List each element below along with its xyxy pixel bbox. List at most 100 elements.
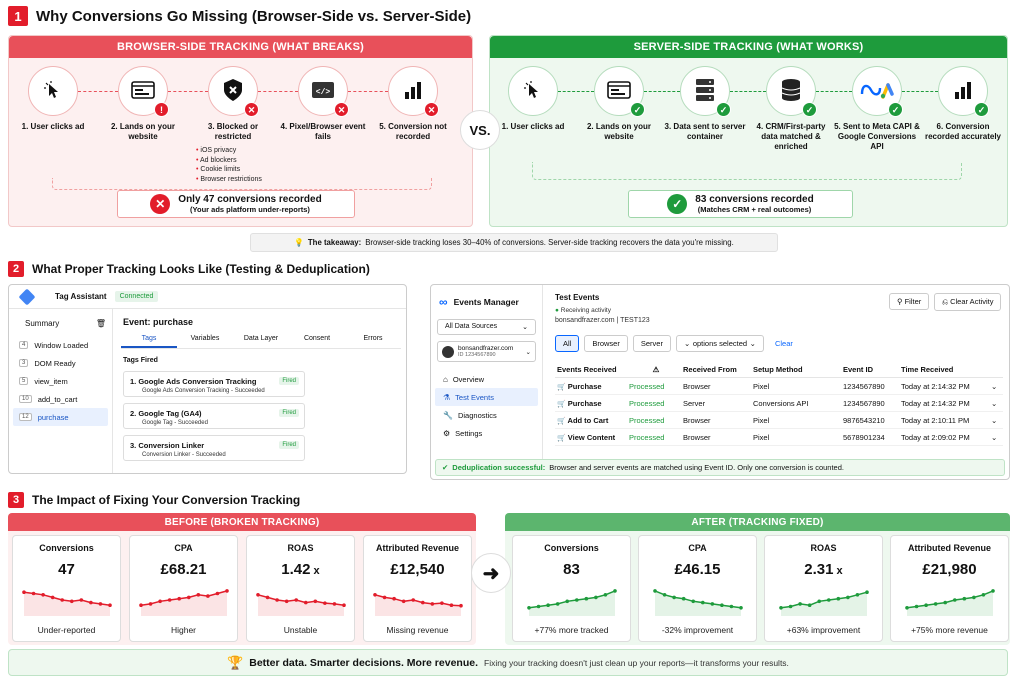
kpi-title: CPA	[688, 543, 707, 553]
kpi-footnote: Missing revenue	[386, 625, 449, 635]
clear-activity-button[interactable]: ⎌ Clear Activity	[934, 293, 1002, 311]
kpi-sparkline	[13, 584, 120, 621]
options-select[interactable]: ⌄ options selected ⌄	[675, 335, 764, 352]
kpi-title: ROAS	[810, 543, 837, 553]
flask-icon: ⚗	[443, 392, 451, 402]
kpi-value: £46.15	[674, 561, 721, 578]
tag-assistant-window: Tag Assistant Connected Summary 🗑 4 Window…	[8, 284, 407, 474]
tab-variables[interactable]: Variables	[190, 335, 220, 342]
step: 1. User clicks ad	[490, 66, 576, 132]
table-row[interactable]: 🛒 Purchase Processed Server Conversions API…	[555, 395, 1003, 412]
events-manager-header: ∞ Events Manager	[431, 285, 542, 309]
tab-consent[interactable]: Consent	[303, 335, 331, 342]
tag-card[interactable]: 3. Conversion Linker Conversion Linker - …	[123, 435, 305, 461]
table-row[interactable]: 🛒 Purchase Processed Browser Pixel 123456789…	[555, 378, 1003, 395]
step-icon-circle	[28, 66, 78, 116]
section-1-header: 1 Why Conversions Go Missing (Browser-Si…	[8, 6, 471, 26]
check-badge-icon: ✓	[888, 102, 903, 117]
data-sources-select[interactable]: All Data Sources ⌄	[437, 319, 536, 335]
section-number: 3	[8, 492, 24, 508]
table-row[interactable]: 🛒 Add to Cart Processed Browser Pixel 987654…	[555, 412, 1003, 429]
tab-data-layer[interactable]: Data Layer	[243, 335, 279, 342]
event-list-item[interactable]: 10 add_to_cart	[13, 390, 108, 408]
event-list-item[interactable]: 12 purchase	[13, 408, 108, 426]
trash-icon[interactable]: 🗑	[95, 319, 106, 328]
step-label: 2. Lands on your website	[110, 122, 175, 141]
tag-assistant-title: Tag Assistant	[55, 292, 107, 301]
kpi-title: Conversions	[544, 543, 599, 553]
step: ✓ 5. Sent to Meta CAPI & Google Conversio…	[834, 66, 920, 152]
avatar	[442, 345, 454, 358]
kpi-card: CPA £68.21 Higher	[129, 535, 238, 642]
setup-method: Pixel	[753, 432, 770, 442]
tag-status-text: Google Tag - Succeeded	[142, 420, 208, 426]
browser-result-main: Only 47 conversions recorded	[178, 194, 322, 205]
receiving-status: ● Receiving activity	[555, 307, 611, 314]
event-status: Processed	[629, 415, 665, 425]
kpi-sparkline	[891, 584, 1008, 621]
time-received: Today at 2:14:32 PM	[901, 381, 970, 391]
gear-icon: ⚙	[443, 428, 451, 438]
kpi-footnote: Under-reported	[37, 625, 96, 635]
step: ✓ 4. CRM/First-party data matched & enric…	[748, 66, 834, 152]
event-list-item[interactable]: 3 DOM Ready	[13, 354, 108, 372]
filter-button[interactable]: ⚲ Filter	[889, 293, 930, 310]
flow-arrow	[168, 91, 208, 92]
tag-name: 1. Google Ads Conversion Tracking	[130, 377, 257, 386]
summary-label: Summary	[25, 319, 60, 328]
nav-test-events[interactable]: ⚗ Test Events	[435, 388, 538, 406]
tab-errors[interactable]: Errors	[363, 335, 383, 342]
kpi-card: Attributed Revenue £12,540 Missing revenue	[363, 535, 472, 642]
events-table: Events Received ⚠ Received From Setup Metho…	[555, 361, 1003, 446]
section-number: 2	[8, 261, 24, 277]
event-list-item[interactable]: 5 view_item	[13, 372, 108, 390]
reason-item: • Cookie limits	[196, 166, 241, 173]
step-label: 6. Conversion recorded accurately	[924, 122, 1002, 141]
events-manager-title: Events Manager	[453, 297, 519, 307]
kpi-sparkline	[364, 584, 471, 621]
filter-server[interactable]: Server	[632, 335, 671, 352]
filter-browser[interactable]: Browser	[584, 335, 628, 352]
tab-tags[interactable]: Tags	[121, 331, 177, 348]
footer-banner: 🏆 Better data. Smarter decisions. More re…	[8, 649, 1008, 676]
kpi-card: ROAS 1.42 x Unstable	[246, 535, 355, 642]
chevron-down-icon[interactable]: ⌄	[991, 432, 998, 442]
server-result: ✓ 83 conversions recorded (Matches CRM + …	[628, 190, 853, 218]
step: </> ✕ 4. Pixel/Browser event fails	[280, 66, 366, 142]
account-id: ID 1234567890	[458, 352, 496, 358]
table-row[interactable]: 🛒 View Content Processed Browser Pixel 56789…	[555, 429, 1003, 446]
step-label: 3. Data sent to server container	[664, 122, 746, 141]
account-select[interactable]: bonsandfrazer.com ID 1234567890 ⌄	[437, 341, 536, 362]
nav-settings[interactable]: ⚙ Settings	[435, 424, 538, 442]
event-title: Event: purchase	[123, 317, 194, 327]
step: ✓ 3. Data sent to server container	[662, 66, 748, 142]
step: ✓ 6. Conversion recorded accurately	[920, 66, 1006, 142]
flow-arrow	[816, 91, 852, 92]
event-label: add_to_cart	[37, 394, 78, 404]
shield-icon	[222, 78, 244, 105]
event-name: 🛒 View Content	[557, 432, 616, 442]
chevron-down-icon[interactable]: ⌄	[991, 398, 998, 408]
kpi-sparkline	[765, 584, 882, 621]
time-received: Today at 2:10:11 PM	[901, 415, 970, 425]
chevron-down-icon[interactable]: ⌄	[991, 415, 998, 425]
nav-diagnostics[interactable]: 🔧 Diagnostics	[435, 406, 538, 424]
event-list-item[interactable]: 4 Window Loaded	[13, 336, 108, 354]
kpi-value: £21,980	[922, 561, 977, 578]
step-icon-circle: ✓	[938, 66, 989, 117]
filter-all[interactable]: All	[555, 335, 580, 352]
summary-row[interactable]: Summary 🗑	[9, 309, 112, 328]
bar-chart-icon	[402, 80, 424, 103]
tag-card[interactable]: 2. Google Tag (GA4) Google Tag - Succeede…	[123, 403, 305, 429]
check-badge-icon: ✓	[974, 102, 989, 117]
chevron-down-icon[interactable]: ⌄	[991, 381, 998, 391]
browser-side-bar: BROWSER-SIDE TRACKING (WHAT BREAKS)	[9, 36, 472, 58]
tag-assistant-logo-icon	[18, 288, 36, 305]
nav-overview[interactable]: ⌂ Overview	[435, 370, 538, 388]
kpi-footnote: +75% more revenue	[911, 625, 988, 635]
reason-item: • Browser restrictions	[196, 175, 262, 183]
tag-card[interactable]: 1. Google Ads Conversion Tracking Google …	[123, 371, 305, 397]
clear-link[interactable]: Clear	[774, 339, 793, 348]
kpi-footnote: Higher	[170, 625, 197, 635]
browser-result: ✕ Only 47 conversions recorded (Your ads …	[117, 190, 355, 218]
